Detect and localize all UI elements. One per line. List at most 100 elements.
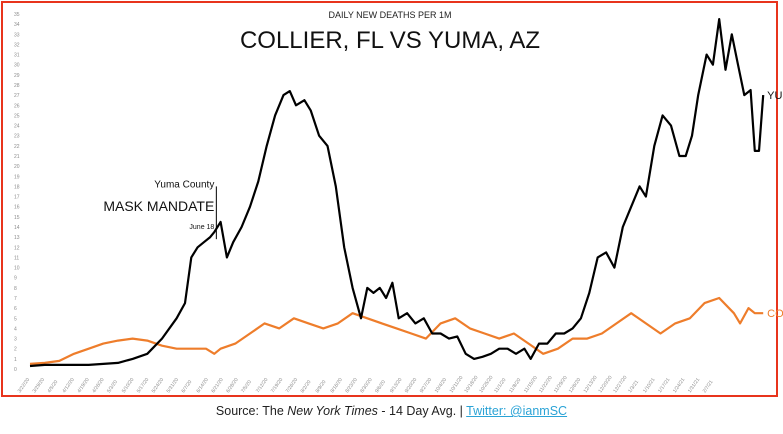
x-tick-label: 8/23/20 xyxy=(344,377,359,394)
x-tick-label: 7/12/20 xyxy=(255,377,270,394)
y-tick-label: 15 xyxy=(14,215,20,221)
series-line-collier xyxy=(29,296,764,365)
y-tick-label: 21 xyxy=(14,154,20,160)
x-tick-label: 9/13/20 xyxy=(389,377,404,394)
x-tick-label: 7/26/20 xyxy=(285,377,300,394)
y-tick-label: 13 xyxy=(14,235,20,241)
x-tick-label: 4/19/20 xyxy=(76,377,91,394)
x-tick-label: 3/22/20 xyxy=(17,377,32,394)
x-tick-label: 6/14/20 xyxy=(195,377,210,394)
x-axis: 3/22/20 3/29/20 4/5/20 4/12/20 4/19/20 4/26/2… xyxy=(17,375,715,395)
x-tick-label: 1/10/21 xyxy=(642,377,657,394)
x-tick-label: 7/19/20 xyxy=(270,377,285,394)
series-label-collier: COLLIER xyxy=(767,308,783,320)
x-tick-label: 12/6/20 xyxy=(568,377,583,394)
y-tick-label: 3 xyxy=(14,337,17,343)
y-tick-label: 19 xyxy=(14,174,20,180)
x-tick-label: 4/26/20 xyxy=(91,377,106,394)
x-tick-label: 6/7/20 xyxy=(181,379,194,394)
x-tick-label: 1/31/21 xyxy=(687,377,702,394)
x-tick-label: 10/4/20 xyxy=(434,377,449,394)
y-tick-label: 27 xyxy=(14,93,20,99)
y-tick-label: 31 xyxy=(14,53,20,59)
y-tick-label: 24 xyxy=(14,124,20,130)
x-tick-label: 4/5/20 xyxy=(47,379,60,394)
y-tick-label: 26 xyxy=(14,103,20,109)
x-tick-label: 10/25/20 xyxy=(478,375,494,395)
y-tick-label: 23 xyxy=(14,134,20,140)
y-tick-label: 10 xyxy=(14,266,20,272)
y-tick-label: 29 xyxy=(14,73,20,79)
y-tick-label: 6 xyxy=(14,306,17,312)
y-tick-label: 25 xyxy=(14,113,20,119)
x-tick-label: 8/16/20 xyxy=(329,377,344,394)
y-tick-label: 2 xyxy=(14,347,17,353)
x-tick-label: 11/15/20 xyxy=(523,375,539,394)
y-tick-label: 1 xyxy=(14,357,17,363)
x-tick-label: 5/31/20 xyxy=(166,377,181,394)
x-tick-label: 12/20/20 xyxy=(597,375,613,395)
x-tick-label: 12/27/20 xyxy=(612,375,628,395)
x-tick-label: 11/22/20 xyxy=(538,375,554,394)
y-tick-label: 12 xyxy=(14,245,20,251)
y-tick-label: 35 xyxy=(14,12,20,18)
source-suffix: - 14 Day Avg. | xyxy=(377,404,467,418)
chart-title: COLLIER, FL VS YUMA, AZ xyxy=(240,27,540,54)
y-tick-label: 7 xyxy=(14,296,17,302)
x-tick-label: 9/6/20 xyxy=(374,379,387,394)
x-tick-label: 3/29/20 xyxy=(32,377,47,394)
y-tick-label: 32 xyxy=(14,42,20,48)
source-prefix: Source: The xyxy=(215,404,288,418)
x-tick-label: 5/3/20 xyxy=(106,379,119,394)
y-tick-label: 8 xyxy=(14,286,17,292)
y-tick-label: 9 xyxy=(14,276,17,282)
x-tick-label: 8/9/20 xyxy=(315,379,328,394)
chart-frame xyxy=(1,1,778,397)
y-tick-label: 33 xyxy=(14,32,20,38)
y-tick-label: 18 xyxy=(14,184,20,190)
y-tick-label: 5 xyxy=(14,316,17,322)
y-tick-label: 0 xyxy=(14,367,17,373)
x-tick-label: 4/12/20 xyxy=(61,377,76,394)
y-tick-label: 11 xyxy=(14,255,19,261)
x-tick-label: 8/2/20 xyxy=(300,379,313,394)
x-tick-label: 10/11/20 xyxy=(449,375,465,394)
x-tick-label: 6/28/20 xyxy=(225,377,240,394)
x-tick-label: 5/24/20 xyxy=(151,377,166,394)
x-tick-label: 9/20/20 xyxy=(404,377,419,394)
chart-subtitle: DAILY NEW DEATHS PER 1M xyxy=(328,10,451,20)
mask-annotation-date: June 18 xyxy=(189,224,214,231)
y-tick-label: 4 xyxy=(14,326,17,332)
x-tick-label: 1/24/21 xyxy=(672,377,687,394)
x-tick-label: 1/17/21 xyxy=(657,377,672,394)
y-tick-label: 17 xyxy=(14,195,20,201)
mask-annotation-mandate: MASK MANDATE xyxy=(103,198,214,214)
x-tick-label: 6/21/20 xyxy=(210,377,225,394)
twitter-link[interactable]: Twitter: @ianmSC xyxy=(466,404,568,418)
x-tick-label: 7/5/20 xyxy=(240,379,253,394)
source-caption: Source: The New York Times - 14 Day Avg.… xyxy=(0,404,783,418)
x-tick-label: 11/29/20 xyxy=(553,375,569,394)
series-line-yuma xyxy=(29,18,765,368)
y-tick-label: 20 xyxy=(14,164,20,170)
y-tick-label: 22 xyxy=(14,144,20,150)
y-tick-label: 16 xyxy=(14,205,20,211)
x-tick-label: 11/1/20 xyxy=(493,377,507,394)
series-label-yuma: YUMA xyxy=(767,90,783,102)
y-tick-label: 34 xyxy=(14,22,20,28)
x-tick-label: 5/17/20 xyxy=(136,377,151,394)
x-tick-label: 2/7/21 xyxy=(702,379,715,394)
x-tick-label: 11/8/20 xyxy=(508,377,522,394)
y-axis: 0123456789101112131415161718192021222324… xyxy=(14,12,20,373)
x-tick-label: 10/18/20 xyxy=(463,375,479,395)
x-tick-label: 1/3/21 xyxy=(627,379,640,394)
x-tick-label: 9/27/20 xyxy=(419,377,434,394)
y-tick-label: 28 xyxy=(14,83,20,89)
y-tick-label: 14 xyxy=(14,225,20,231)
y-tick-label: 30 xyxy=(14,63,20,69)
x-tick-label: 5/10/20 xyxy=(121,377,136,394)
x-tick-label: 8/30/20 xyxy=(359,377,374,394)
x-tick-label: 12/13/20 xyxy=(583,375,599,395)
mask-annotation-county: Yuma County xyxy=(154,179,214,190)
line-chart: DAILY NEW DEATHS PER 1M COLLIER, FL VS Y… xyxy=(14,10,783,395)
